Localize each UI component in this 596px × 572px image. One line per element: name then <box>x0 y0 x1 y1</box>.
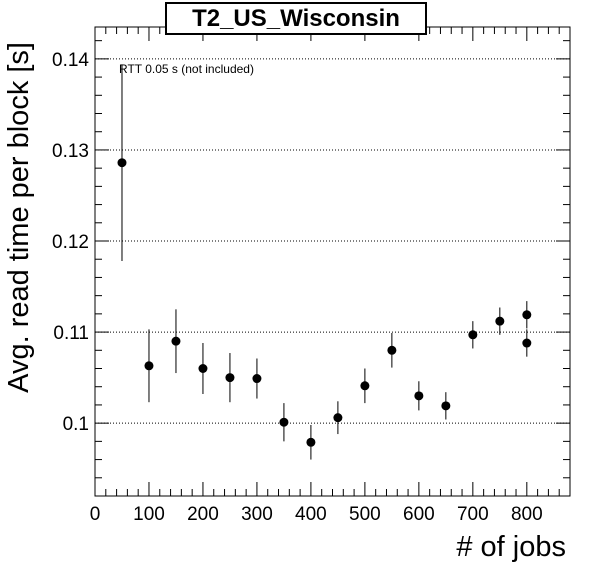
data-point-6 <box>279 417 289 427</box>
data-point-5 <box>252 374 262 384</box>
data-point-3 <box>198 364 208 374</box>
x-axis-label: # of jobs <box>456 531 566 563</box>
x-tick-label-8: 800 <box>511 504 543 525</box>
y-tick-label-4: 0.14 <box>52 50 89 71</box>
data-point-14 <box>495 316 505 326</box>
data-point-8 <box>333 413 343 423</box>
data-point-12 <box>441 401 451 411</box>
y-tick-label-3: 0.13 <box>52 141 89 162</box>
x-tick-label-5: 500 <box>349 504 381 525</box>
y-tick-label-2: 0.12 <box>52 232 89 253</box>
gridlines <box>95 58 570 424</box>
data-point-0 <box>117 158 127 168</box>
data-point-1 <box>144 361 154 371</box>
axes <box>94 26 571 497</box>
x-tick-label-0: 0 <box>90 504 101 525</box>
data-point-9 <box>360 381 370 391</box>
data-point-4 <box>225 373 235 383</box>
data-point-10 <box>387 345 397 355</box>
x-tick-label-4: 400 <box>295 504 327 525</box>
data-point-2 <box>171 336 181 346</box>
x-tick-label-7: 700 <box>457 504 489 525</box>
data-point-16 <box>522 338 532 348</box>
x-tick-label-6: 600 <box>403 504 435 525</box>
y-tick-label-1: 0.11 <box>53 323 89 344</box>
rtt-annotation: RTT 0.05 s (not included) <box>119 62 254 76</box>
data-point-13 <box>468 330 478 340</box>
y-axis-label: Avg. read time per block [s] <box>3 42 35 393</box>
data-point-11 <box>414 391 424 401</box>
x-tick-label-3: 300 <box>241 504 273 525</box>
x-tick-label-2: 200 <box>187 504 219 525</box>
plot-frame <box>94 26 571 497</box>
x-tick-label-1: 100 <box>133 504 165 525</box>
chart-title: T2_US_Wisconsin <box>165 2 427 35</box>
y-tick-label-0: 0.1 <box>63 414 89 435</box>
data-point-15 <box>522 310 532 320</box>
data-point-7 <box>306 437 316 447</box>
data-points <box>117 64 532 460</box>
